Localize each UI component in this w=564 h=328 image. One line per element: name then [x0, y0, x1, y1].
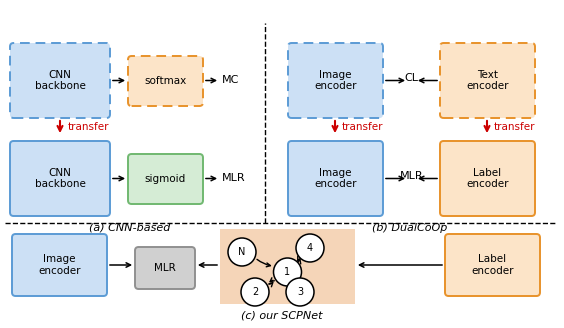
Circle shape — [228, 238, 256, 266]
FancyBboxPatch shape — [128, 56, 203, 106]
Text: (b) DualCoOp: (b) DualCoOp — [372, 223, 448, 233]
Text: (c) our SCPNet: (c) our SCPNet — [241, 311, 323, 321]
Text: Label
encoder: Label encoder — [472, 254, 514, 276]
Text: 4: 4 — [307, 243, 313, 253]
Text: softmax: softmax — [144, 76, 187, 86]
FancyBboxPatch shape — [10, 141, 110, 216]
Text: 3: 3 — [297, 287, 303, 297]
Text: (a) CNN-based: (a) CNN-based — [89, 223, 171, 233]
Text: sigmoid: sigmoid — [145, 174, 186, 184]
Text: Image
encoder: Image encoder — [314, 168, 357, 189]
Text: N: N — [239, 247, 246, 257]
Circle shape — [241, 278, 269, 306]
FancyBboxPatch shape — [10, 43, 110, 118]
Text: transfer: transfer — [68, 122, 109, 132]
Circle shape — [286, 278, 314, 306]
Text: transfer: transfer — [494, 122, 535, 132]
FancyBboxPatch shape — [445, 234, 540, 296]
Circle shape — [296, 234, 324, 262]
Text: Image
encoder: Image encoder — [38, 254, 81, 276]
FancyBboxPatch shape — [288, 43, 383, 118]
Text: CL: CL — [404, 73, 418, 83]
Text: MLR: MLR — [154, 263, 176, 273]
FancyBboxPatch shape — [440, 43, 535, 118]
Text: CNN
backbone: CNN backbone — [34, 70, 85, 91]
FancyBboxPatch shape — [288, 141, 383, 216]
FancyBboxPatch shape — [12, 234, 107, 296]
FancyBboxPatch shape — [135, 247, 195, 289]
Text: transfer: transfer — [342, 122, 384, 132]
FancyBboxPatch shape — [220, 229, 355, 304]
FancyBboxPatch shape — [440, 141, 535, 216]
Text: MLR: MLR — [222, 173, 246, 183]
Text: Image
encoder: Image encoder — [314, 70, 357, 91]
Text: Label
encoder: Label encoder — [466, 168, 509, 189]
Circle shape — [274, 258, 302, 286]
FancyBboxPatch shape — [128, 154, 203, 204]
Text: MC: MC — [222, 75, 239, 85]
Text: 2: 2 — [252, 287, 258, 297]
Text: MLR: MLR — [400, 171, 424, 181]
Text: 1: 1 — [284, 267, 290, 277]
Text: CNN
backbone: CNN backbone — [34, 168, 85, 189]
Text: Text
encoder: Text encoder — [466, 70, 509, 91]
